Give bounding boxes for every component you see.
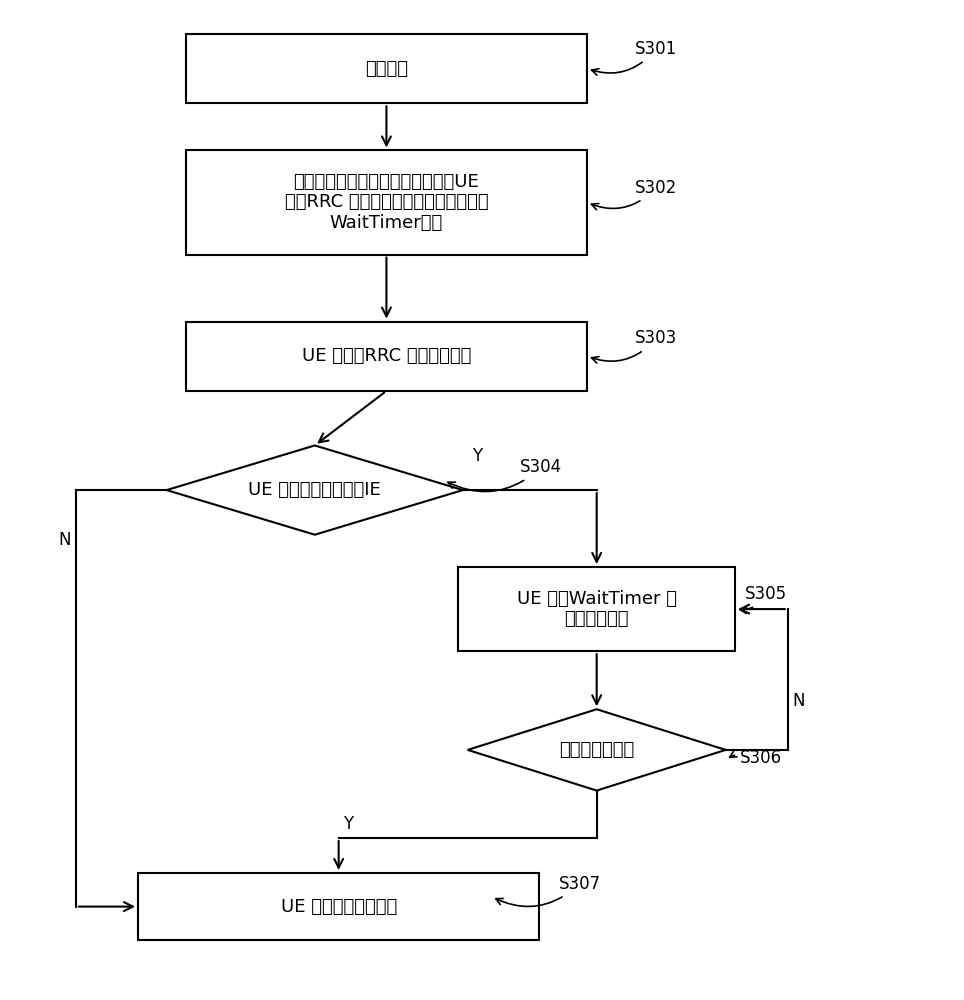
Text: S303: S303 [592, 329, 677, 363]
Text: S301: S301 [592, 40, 677, 75]
Bar [186, 150, 587, 255]
Text: S305: S305 [739, 585, 787, 614]
Polygon shape [468, 709, 726, 791]
Bar [186, 322, 587, 391]
Text: 网络侧发起拥塞控制策略，对部分UE
发起RRC 连接释放过程，在消息中携带
WaitTimer时间: 网络侧发起拥塞控制策略，对部分UE 发起RRC 连接释放过程，在消息中携带 Wa… [284, 173, 488, 232]
Text: S307: S307 [495, 875, 601, 906]
Text: UE 重新发起业务过程: UE 重新发起业务过程 [281, 898, 397, 916]
Text: UE 是否支持等待时间IE: UE 是否支持等待时间IE [249, 481, 381, 499]
Text: S306: S306 [730, 749, 782, 767]
Text: S304: S304 [448, 458, 562, 492]
Text: N: N [792, 692, 805, 710]
Text: UE 根据WaitTimer 时
间设置定时器: UE 根据WaitTimer 时 间设置定时器 [517, 590, 677, 628]
Text: S302: S302 [592, 179, 677, 210]
Text: Y: Y [343, 815, 354, 833]
Polygon shape [167, 445, 463, 535]
Bar [138, 873, 539, 940]
Text: Y: Y [472, 447, 483, 465]
Text: 定时器是否超时: 定时器是否超时 [559, 741, 634, 759]
Text: 网络拥塞: 网络拥塞 [365, 60, 408, 78]
Text: N: N [59, 531, 71, 549]
Bar [458, 567, 736, 651]
Bar [186, 34, 587, 103]
Text: UE 接收到RRC 连接释放消息: UE 接收到RRC 连接释放消息 [302, 347, 471, 365]
